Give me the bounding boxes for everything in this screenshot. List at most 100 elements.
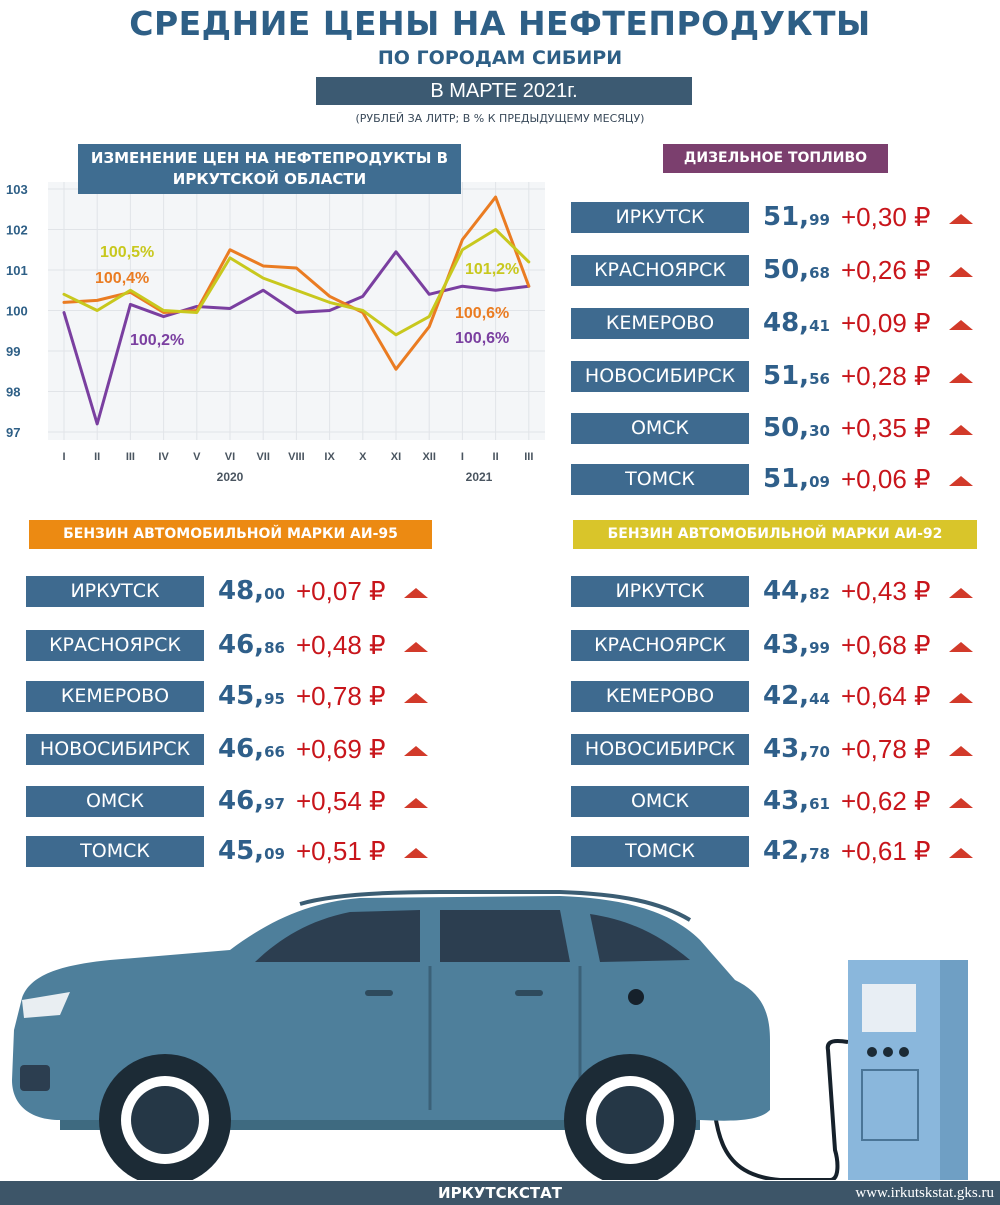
data-label: 100,6% [455, 305, 509, 322]
city-label: НОВОСИБИРСК [571, 734, 749, 765]
series-line [62, 195, 531, 371]
price-value: 50,68 [763, 251, 830, 292]
y-tick-label: 100 [6, 304, 28, 319]
price-change: +0,43 ₽ [841, 576, 931, 606]
data-label: 100,2% [130, 332, 184, 349]
price-kopecks: 99 [809, 211, 830, 229]
price-kopecks: 41 [809, 317, 830, 335]
price-rubles: 45, [218, 681, 265, 711]
price-value: 43,70 [763, 730, 830, 771]
city-label: НОВОСИБИРСК [571, 361, 749, 392]
year-label: 2020 [217, 470, 244, 484]
up-arrow-icon [949, 848, 973, 858]
car-icon [12, 890, 770, 1130]
year-label: 2021 [466, 470, 493, 484]
price-value: 51,56 [763, 357, 830, 398]
diesel-section-title: ДИЗЕЛЬНОЕ ТОПЛИВО [663, 144, 888, 173]
price-value: 48,00 [218, 572, 285, 613]
up-arrow-icon [949, 476, 973, 486]
x-tick-label: IV [158, 451, 169, 463]
price-value: 45,95 [218, 677, 285, 718]
up-arrow-icon [949, 642, 973, 652]
data-label: 100,6% [455, 330, 509, 347]
price-rubles: 42, [763, 681, 810, 711]
price-rubles: 51, [763, 361, 810, 391]
up-arrow-icon [404, 642, 428, 652]
chart-title: ИЗМЕНЕНИЕ ЦЕН НА НЕФТЕПРОДУКТЫ В ИРКУТСК… [78, 144, 461, 194]
data-label: 100,4% [95, 270, 149, 287]
price-change: +0,78 ₽ [296, 681, 386, 711]
up-arrow-icon [404, 588, 428, 598]
price-rubles: 48, [218, 576, 265, 606]
up-arrow-icon [949, 588, 973, 598]
up-arrow-icon [949, 798, 973, 808]
x-tick-label: VI [225, 451, 235, 463]
up-arrow-icon [949, 320, 973, 330]
footer-url[interactable]: www.irkutskstat.gks.ru [855, 1185, 994, 1201]
price-change: +0,06 ₽ [841, 464, 931, 494]
front-wheel-icon [99, 1054, 231, 1180]
price-change: +0,78 ₽ [841, 734, 931, 764]
y-tick-label: 101 [6, 263, 28, 278]
ai92-section-title: БЕНЗИН АВТОМОБИЛЬНОЙ МАРКИ АИ-92 [573, 520, 977, 549]
price-rubles: 46, [218, 630, 265, 660]
price-change: +0,26 ₽ [841, 255, 931, 285]
page-title: СРЕДНИЕ ЦЕНЫ НА НЕФТЕПРОДУКТЫ [129, 4, 871, 43]
city-label: ИРКУТСК [26, 576, 204, 607]
price-rubles: 51, [763, 464, 810, 494]
series-line [62, 250, 531, 426]
price-value: 43,99 [763, 626, 830, 667]
price-rubles: 45, [218, 836, 265, 866]
car-charging-illustration [12, 890, 968, 1180]
x-tick-label: I [461, 451, 464, 463]
ai95-section-title: БЕНЗИН АВТОМОБИЛЬНОЙ МАРКИ АИ-95 [29, 520, 432, 549]
x-tick-label: III [126, 451, 135, 463]
y-tick-label: 98 [6, 385, 20, 400]
series-line [62, 228, 531, 337]
footer: ИРКУТСКСТАТ www.irkutskstat.gks.ru [0, 1181, 1000, 1205]
up-arrow-icon [949, 425, 973, 435]
price-change: +0,07 ₽ [296, 576, 386, 606]
rear-wheel-icon [564, 1054, 696, 1180]
up-arrow-icon [949, 214, 973, 224]
up-arrow-icon [404, 746, 428, 756]
y-tick-label: 99 [6, 344, 20, 359]
price-rubles: 46, [218, 734, 265, 764]
city-label: ОМСК [571, 786, 749, 817]
city-label: ТОМСК [571, 836, 749, 867]
price-value: 45,09 [218, 832, 285, 873]
city-label: КЕМЕРОВО [571, 308, 749, 339]
period-label: В МАРТЕ 2021г. [316, 77, 692, 105]
price-change: +0,68 ₽ [841, 630, 931, 660]
price-value: 46,97 [218, 782, 285, 823]
city-label: КРАСНОЯРСК [571, 630, 749, 661]
price-kopecks: 66 [264, 743, 285, 761]
y-tick-label: 102 [6, 223, 28, 238]
x-tick-label: VII [256, 451, 269, 463]
city-label: ТОМСК [26, 836, 204, 867]
up-arrow-icon [404, 848, 428, 858]
price-kopecks: 97 [264, 795, 285, 813]
price-kopecks: 82 [809, 585, 830, 603]
price-change: +0,09 ₽ [841, 308, 931, 338]
city-label: КРАСНОЯРСК [26, 630, 204, 661]
price-value: 50,30 [763, 409, 830, 450]
price-rubles: 42, [763, 836, 810, 866]
price-kopecks: 61 [809, 795, 830, 813]
city-label: НОВОСИБИРСК [26, 734, 204, 765]
city-label: ОМСК [571, 413, 749, 444]
price-rubles: 48, [763, 308, 810, 338]
up-arrow-icon [949, 693, 973, 703]
price-kopecks: 68 [809, 264, 830, 282]
x-tick-label: XII [422, 451, 435, 463]
up-arrow-icon [404, 798, 428, 808]
footer-org: ИРКУТСКСТАТ [438, 1184, 562, 1202]
price-value: 46,86 [218, 626, 285, 667]
data-label: 100,5% [100, 244, 154, 261]
x-tick-label: XI [391, 451, 401, 463]
data-label: 101,2% [465, 261, 519, 278]
price-change: +0,51 ₽ [296, 836, 386, 866]
price-kopecks: 99 [809, 639, 830, 657]
city-label: КЕМЕРОВО [26, 681, 204, 712]
price-kopecks: 09 [809, 473, 830, 491]
